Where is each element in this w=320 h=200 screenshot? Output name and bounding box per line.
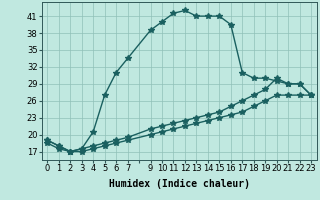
X-axis label: Humidex (Indice chaleur): Humidex (Indice chaleur) xyxy=(109,179,250,189)
